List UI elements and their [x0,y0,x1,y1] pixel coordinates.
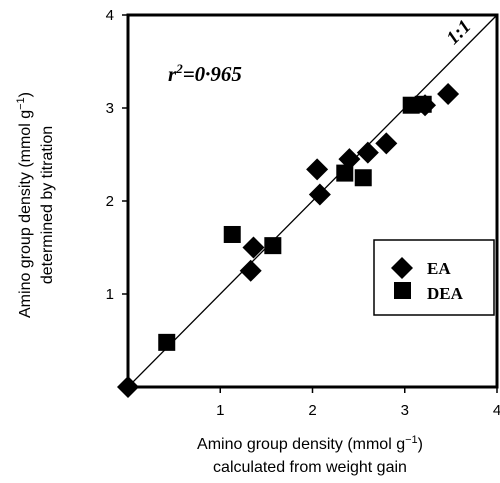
r-superscript: 2 [175,61,183,76]
legend-box [373,239,495,316]
point-ea [242,236,265,259]
point-ea [375,132,398,155]
point-dea [354,169,372,187]
point-ea [239,259,262,282]
point-ea [308,183,331,206]
legend-marker-ea [391,257,413,279]
x-axis-label-line1: Amino group density (mmol g−1) [197,434,423,453]
point-dea [336,164,354,182]
reference-line-label: 1:1 [443,16,476,49]
y-tick-label: 3 [106,100,114,117]
r-symbol: r [168,62,177,86]
point-ea [117,376,139,398]
point-dea [223,225,241,243]
reference-line-1-1 [127,14,498,388]
x-tick-label: 4 [493,402,500,419]
point-ea [356,141,379,164]
r-squared-value: =0·965 [183,62,242,86]
y-tick-label: 4 [106,7,114,24]
tick-marks [122,14,498,393]
y-tick-label: 2 [106,193,114,210]
x-tick-label: 1 [216,402,224,419]
legend-label-ea: EA [427,259,451,278]
legend-label-dea: DEA [427,284,464,303]
y-axis-label-line2: determined by titration [39,126,56,284]
point-ea [437,83,460,106]
legend: EA DEA [373,239,495,316]
legend-marker-dea [394,282,411,299]
data-points [117,83,460,398]
point-dea [414,95,432,113]
point-dea [158,333,176,351]
y-axis-label-line1: Amino group density (mmol g−1) [15,92,34,318]
tick-labels: 1 2 3 4 1 2 3 4 [106,7,500,419]
x-tick-label: 2 [308,402,316,419]
r-squared-annotation: r2=0·965 [168,61,242,86]
x-axis-label-line2: calculated from weight gain [213,459,407,476]
y-tick-label: 1 [106,286,114,303]
point-ea [306,158,329,181]
point-dea [264,237,282,255]
x-tick-label: 3 [401,402,409,419]
